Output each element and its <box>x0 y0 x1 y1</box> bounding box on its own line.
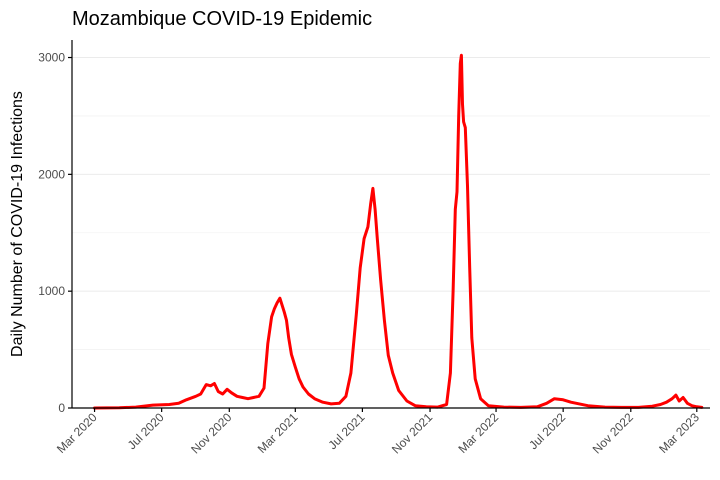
y-tick-label: 1000 <box>38 284 65 298</box>
x-tick-label: Jul 2020 <box>125 410 167 452</box>
axes <box>68 40 710 412</box>
y-axis-label: Daily Number of COVID-19 Infections <box>9 91 26 357</box>
x-tick-label: Mar 2021 <box>255 410 301 456</box>
infections-series-line <box>93 53 704 410</box>
gridlines <box>72 57 710 409</box>
x-tick-label: Nov 2020 <box>188 410 234 456</box>
y-tick-labels: 0 1000 2000 3000 <box>38 51 65 415</box>
x-tick-labels: Mar 2020 Jul 2020 Nov 2020 Mar 2021 Jul 2021… <box>54 410 702 456</box>
x-tick-label: Nov 2021 <box>389 410 435 456</box>
y-tick-label: 3000 <box>38 51 65 65</box>
x-tick-label: Mar 2020 <box>54 410 100 456</box>
series-layer <box>93 53 704 410</box>
x-tick-label: Mar 2023 <box>656 410 702 456</box>
x-tick-label: Jul 2022 <box>526 410 568 452</box>
y-tick-label: 2000 <box>38 167 65 181</box>
chart-title: Mozambique COVID-19 Epidemic <box>72 8 372 30</box>
x-tick-label: Mar 2022 <box>455 410 501 456</box>
x-tick-label: Jul 2021 <box>326 410 368 452</box>
x-tick-label: Nov 2022 <box>590 410 636 456</box>
y-tick-label: 0 <box>58 401 65 415</box>
